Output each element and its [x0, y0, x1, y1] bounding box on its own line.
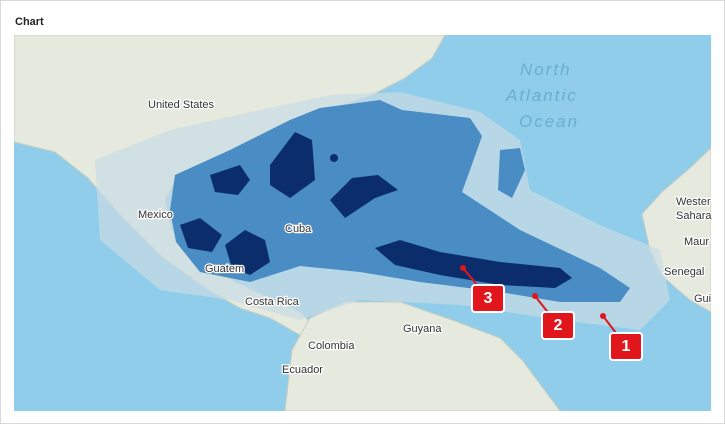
marker-label: 2 — [554, 317, 563, 334]
marker-point — [532, 293, 538, 299]
map-label: Maur — [684, 236, 709, 248]
map-label: Wester — [676, 196, 711, 208]
marker: 2 — [532, 293, 575, 340]
map-label: Mexico — [138, 209, 173, 221]
map-label: Senegal — [664, 266, 704, 278]
panel-title: Chart — [15, 16, 44, 28]
map-label: Guatem — [205, 263, 244, 275]
map-layer — [14, 35, 711, 411]
map-label: Gui — [694, 293, 711, 305]
map-label: Colombia — [308, 340, 355, 352]
marker-point — [460, 265, 466, 271]
marker-box — [471, 284, 505, 313]
marker-point — [600, 313, 606, 319]
marker-box — [609, 332, 643, 361]
map-label: Cuba — [285, 223, 312, 235]
zone-high — [180, 132, 572, 288]
map-label: Costa Rica — [245, 296, 300, 308]
marker-label: 1 — [622, 338, 631, 355]
marker-label: 3 — [484, 290, 493, 307]
map-label: Atlantic — [505, 86, 578, 105]
marker: 3 — [460, 265, 505, 313]
south-america — [284, 301, 561, 411]
map-label: Sahara — [676, 210, 712, 222]
map-label: Guyana — [403, 323, 442, 335]
map-label: Ecuador — [282, 364, 323, 376]
zone-mid-2 — [498, 148, 525, 198]
marker-box — [541, 311, 575, 340]
map-label: United States — [148, 99, 215, 111]
map-label: North — [520, 60, 572, 79]
map-label: Ocean — [519, 112, 579, 131]
marker: 1 — [600, 313, 643, 361]
